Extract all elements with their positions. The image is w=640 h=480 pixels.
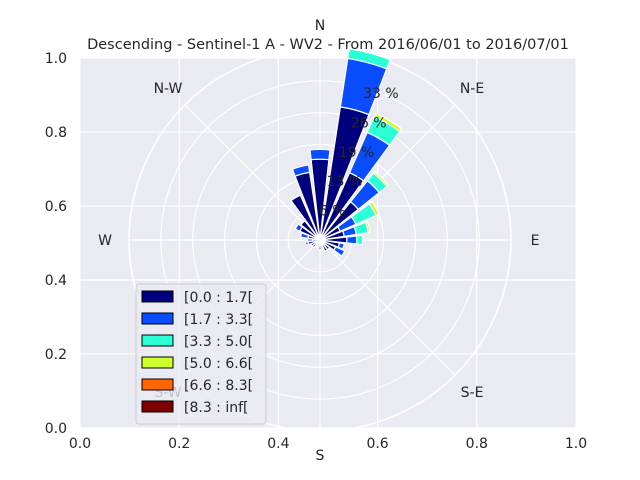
wind-bar-segment — [347, 48, 392, 70]
compass-label: S — [316, 448, 325, 464]
compass-label: S-E — [461, 385, 484, 401]
radial-tick-label: 19 % — [339, 145, 375, 161]
wind-bar-segment — [290, 194, 321, 241]
legend-label: [1.7 : 3.3[ — [184, 312, 253, 328]
legend: [0.0 : 1.7[ [1.7 : 3.3[ [3.3 : 5.0[ [5.0 : … — [135, 283, 267, 425]
y-tick-label: 0.4 — [45, 273, 67, 289]
legend-swatch — [141, 356, 174, 369]
legend-label: [5.0 : 6.6[ — [184, 356, 253, 372]
x-tick-label: 0.0 — [69, 436, 91, 452]
wind-bars — [290, 48, 403, 257]
y-tick-label: 1.0 — [45, 51, 67, 67]
radial-tick-label: 33 % — [363, 86, 399, 102]
angular-gridline — [184, 104, 321, 241]
x-tick-label: 1.0 — [565, 436, 587, 452]
x-tick-label: 0.6 — [366, 436, 388, 452]
legend-swatch — [141, 334, 174, 347]
compass-label: E — [531, 233, 540, 249]
legend-swatch — [141, 290, 174, 303]
legend-label: [3.3 : 5.0[ — [184, 334, 253, 350]
legend-swatch — [141, 400, 174, 413]
y-tick-label: 0.8 — [45, 125, 67, 141]
radial-tick-label: 13 % — [327, 174, 363, 190]
wind-bar-segment — [300, 220, 321, 241]
wind-bar-segment — [346, 235, 358, 245]
compass-label: N-W — [154, 81, 183, 97]
x-tick-label: 0.2 — [168, 436, 190, 452]
wind-bar-segment — [304, 241, 310, 247]
chart-title: Descending - Sentinel-1 A - WV2 - From 2… — [87, 37, 569, 53]
radial-tick-label: 26 % — [351, 115, 387, 131]
compass-label: W — [98, 233, 112, 249]
legend-swatch — [141, 378, 174, 391]
legend-label: [6.6 : 8.3[ — [184, 378, 253, 394]
angular-gridline — [319, 239, 456, 376]
y-tick-label: 0.2 — [45, 347, 67, 363]
legend-label: [0.0 : 1.7[ — [184, 290, 253, 306]
y-tick-label: 0.0 — [45, 421, 67, 437]
x-tick-label: 0.4 — [267, 436, 289, 452]
y-tick-label: 0.6 — [45, 199, 67, 215]
wind-bar-segment — [355, 234, 364, 246]
wind-bar-segment — [373, 112, 403, 133]
radial-tick-labels: 6 % 13 % 19 % 26 % 33 % — [319, 86, 399, 220]
wind-bar-segment — [372, 170, 390, 188]
compass-label: N-E — [460, 81, 484, 97]
wind-bar-segment — [309, 148, 331, 161]
axis-tick-labels: 0.0 0.2 0.4 0.6 0.8 1.0 0.0 0.2 0.4 0.6 0.8 1.0 — [45, 51, 587, 452]
wind-bar-segment — [364, 220, 372, 234]
wind-bar-segment — [368, 200, 380, 217]
x-tick-label: 0.8 — [466, 436, 488, 452]
wind-bar-segment — [291, 164, 311, 177]
wind-bar-segment — [332, 246, 346, 257]
wind-bar-segment — [294, 223, 304, 232]
legend-label: [8.3 : inf[ — [184, 400, 249, 416]
wind-bar-segment — [299, 232, 310, 239]
wind-bar-segment — [319, 239, 329, 253]
radial-tick-label: 6 % — [319, 204, 346, 220]
compass-label: N — [315, 18, 325, 34]
legend-swatch — [141, 312, 174, 325]
wind-bar-segment — [337, 242, 345, 250]
